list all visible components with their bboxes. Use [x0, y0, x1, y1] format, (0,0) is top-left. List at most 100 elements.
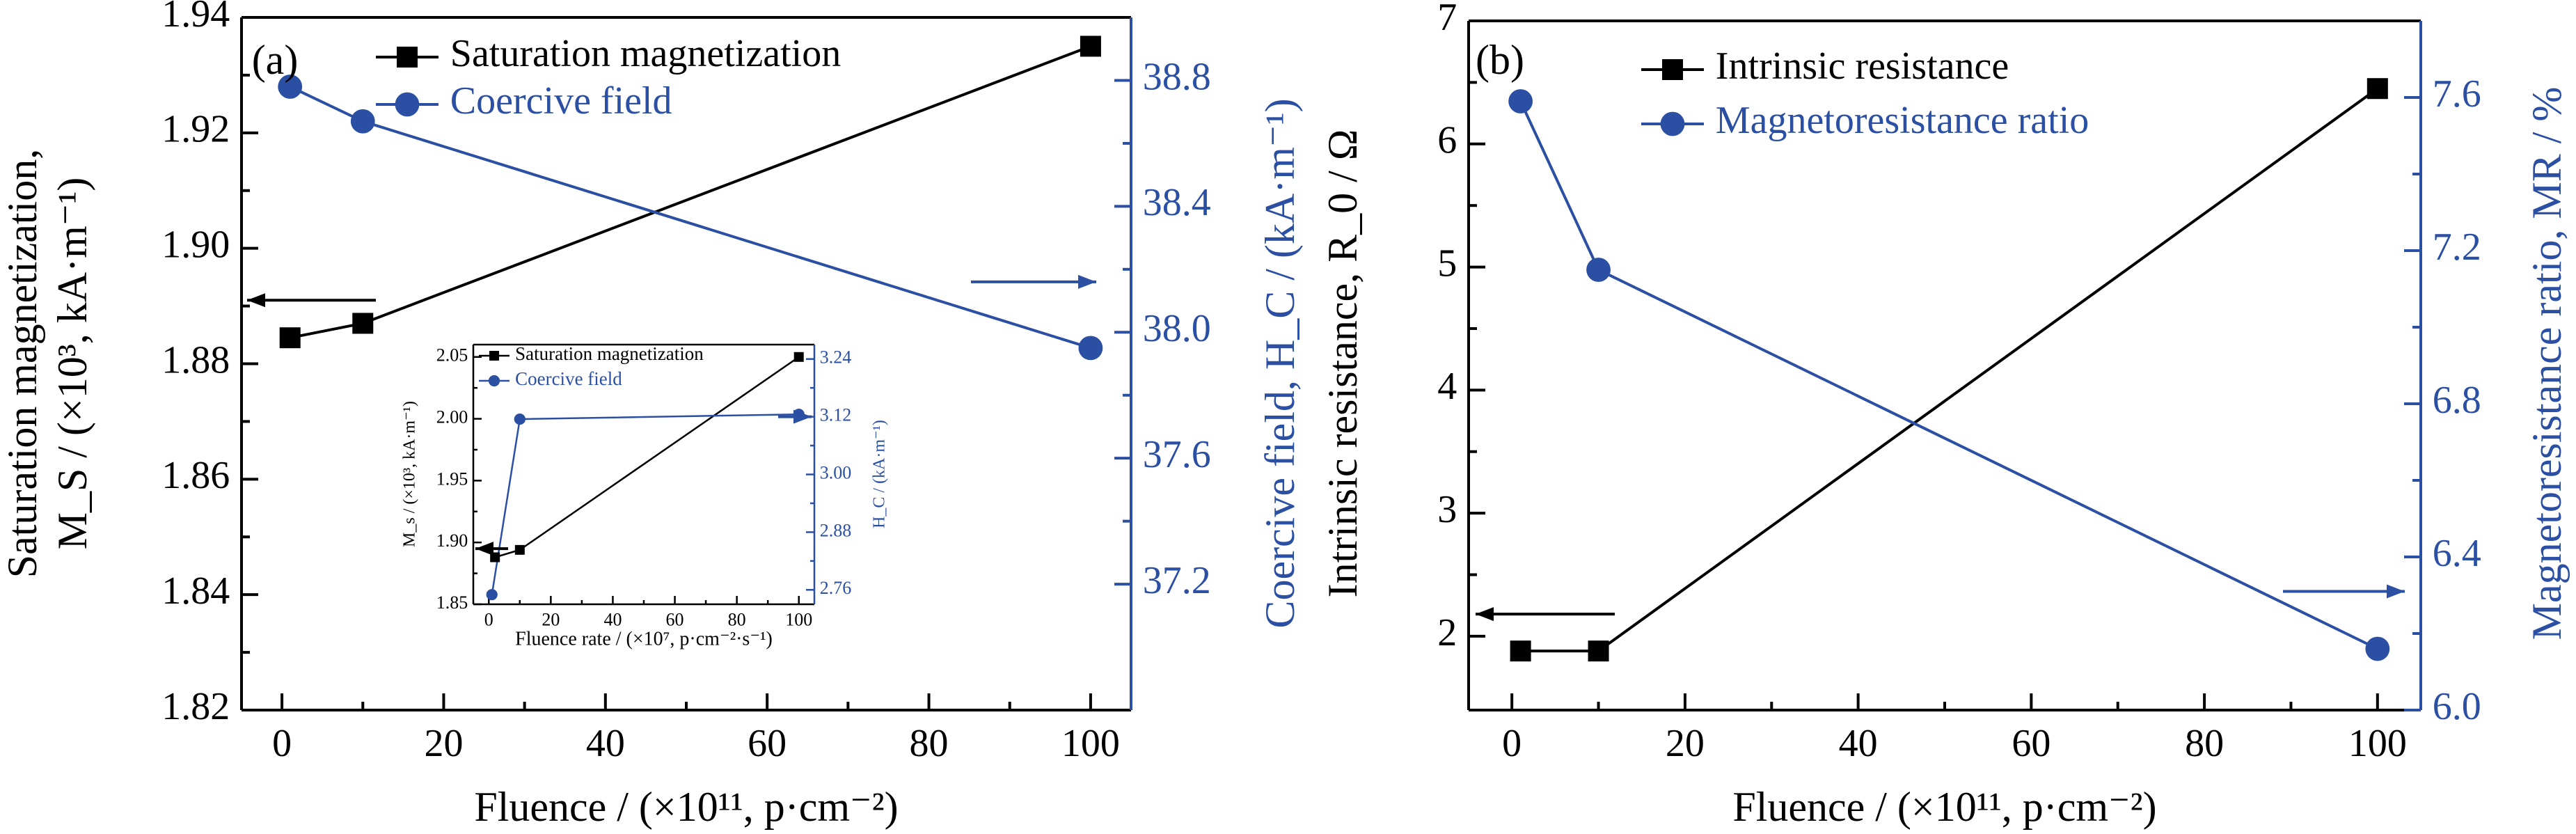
- right-axis-arrow-head: [793, 409, 812, 424]
- y-left-tick-label: 5: [1437, 242, 1457, 285]
- legend-left-marker: [489, 351, 499, 361]
- right-axis-arrow-head: [2387, 584, 2405, 599]
- series-right-line: [491, 413, 799, 595]
- panel-b-chart: 0 20 40 60 80 100 2 3 4 5 6 7 6.0 6.4 6.8 7.2 7.6 Intrins…: [1320, 0, 2570, 830]
- legend-label-left: Saturation magnetization: [515, 343, 704, 364]
- series-left-marker: [793, 352, 804, 362]
- series-left-line: [290, 45, 1091, 340]
- y-left-tick-label: 2: [1437, 611, 1457, 654]
- right-axis-arrow-head: [1078, 274, 1096, 289]
- y-left-tick-label: 1.90: [161, 223, 230, 267]
- series-right-marker: [1078, 336, 1103, 361]
- x-tick-label: 0: [1502, 722, 1522, 765]
- y-right-tick-label: 38.4: [1143, 181, 1211, 224]
- series-right-marker: [486, 589, 498, 601]
- series-left-marker: [352, 313, 374, 334]
- y-right-tick-label: 3.24: [820, 347, 852, 368]
- y-left-tick-label: 3: [1437, 488, 1457, 531]
- panel-a-inset-chart: 0 20 40 60 80 100 1.85 1.90 1.95 2.00 2.05 2.76 2.88…: [401, 343, 889, 650]
- x-tick-label: 20: [1666, 722, 1705, 765]
- left-axis-arrow-head: [475, 542, 493, 556]
- y-left-tick-label: 7: [1437, 0, 1457, 39]
- y-right-tick-label: 37.2: [1143, 559, 1211, 602]
- legend-label-right: Coercive field: [515, 368, 622, 389]
- x-axis-label: Fluence rate / (×10⁷, p·cm⁻²·s⁻¹): [515, 628, 773, 650]
- legend-label-right: Magnetoresistance ratio: [1716, 99, 2089, 142]
- y-left-tick-label: 1.92: [161, 108, 230, 151]
- y-left-tick-label: 1.84: [161, 569, 230, 613]
- series-left-marker: [1080, 36, 1101, 57]
- series-right-line: [289, 85, 1091, 349]
- x-tick-label: 40: [603, 610, 622, 630]
- y-right-axis-label: Coercive field, H_C / (kA·m⁻¹): [1257, 98, 1303, 628]
- y-left-axis-label: Intrinsic resistance, R_0 / Ω: [1320, 129, 1366, 598]
- x-tick-label: 0: [484, 610, 493, 630]
- x-tick-label: 60: [2012, 722, 2050, 765]
- legend-right-marker: [1660, 111, 1685, 136]
- series-left-marker: [514, 544, 525, 555]
- y-left-tick-label: 1.90: [436, 530, 468, 551]
- y-right-tick-label: 38.0: [1143, 307, 1211, 350]
- y-left-tick-label: 4: [1437, 365, 1457, 408]
- y-left-axis-label-line1: Saturation magnetization,: [0, 149, 45, 579]
- legend-right-marker: [395, 92, 420, 117]
- x-tick-label: 100: [785, 610, 812, 630]
- series-right-marker: [1586, 258, 1611, 282]
- y-left-tick-label: 1.88: [161, 338, 230, 381]
- y-left-tick-label: 1.85: [436, 592, 468, 613]
- y-right-tick-label: 38.8: [1143, 55, 1211, 98]
- y-right-tick-label: 3.00: [820, 462, 852, 482]
- x-tick-label: 80: [728, 610, 746, 630]
- x-tick-label: 40: [1839, 722, 1878, 765]
- y-left-tick-label: 1.86: [161, 454, 230, 497]
- series-right-marker: [350, 109, 375, 134]
- x-axis-label: Fluence / (×10¹¹, p·cm⁻²): [1732, 784, 2156, 830]
- x-tick-label: 20: [424, 722, 463, 765]
- y-left-tick-label: 2.05: [436, 345, 468, 365]
- series-left-marker: [1510, 640, 1531, 662]
- series-right-marker: [2365, 636, 2390, 661]
- series-left-marker: [1588, 640, 1609, 662]
- inset-y-left-axis-label: M_s / (×10³, kA·m⁻¹): [401, 401, 419, 547]
- legend-label-right: Coercive field: [450, 79, 672, 123]
- legend-label-left: Saturation magnetization: [450, 32, 841, 75]
- y-right-tick-label: 6.8: [2433, 379, 2481, 422]
- series-right-marker: [1508, 89, 1533, 113]
- x-tick-label: 0: [272, 722, 292, 765]
- y-left-tick-label: 1.95: [436, 469, 468, 489]
- left-axis-arrow-head: [1476, 607, 1494, 622]
- left-axis-arrow-head: [247, 293, 265, 308]
- series-left-marker: [279, 327, 301, 349]
- panel-label: (b): [1476, 37, 1524, 83]
- panel-a-chart: 0 20 40 60 80 100 1.82 1.84 1.86 1.88 1.90 1.92 1.94…: [0, 0, 1303, 830]
- x-tick-label: 80: [910, 722, 949, 765]
- y-right-axis-label: Magnetoresistance ratio, MR / %: [2524, 87, 2570, 640]
- y-right-tick-label: 3.12: [820, 405, 852, 425]
- x-axis-label: Fluence / (×10¹¹, p·cm⁻²): [474, 784, 898, 830]
- series-right-marker: [278, 74, 303, 99]
- y-left-tick-label: 2.00: [436, 407, 468, 427]
- y-right-tick-label: 2.88: [820, 520, 852, 540]
- inset-y-right-axis-label: H_C / (kA·m⁻¹): [871, 420, 889, 528]
- x-tick-label: 60: [748, 722, 787, 765]
- y-right-tick-label: 6.4: [2433, 532, 2481, 575]
- x-tick-label: 40: [586, 722, 625, 765]
- y-left-tick-label: 6: [1437, 119, 1457, 162]
- y-right-tick-label: 2.76: [820, 578, 852, 598]
- y-left-tick-label: 1.94: [161, 0, 230, 36]
- y-right-tick-label: 37.6: [1143, 433, 1211, 476]
- y-right-tick-label: 7.6: [2433, 72, 2481, 116]
- legend-label-left: Intrinsic resistance: [1716, 45, 2009, 88]
- y-left-axis-label-line2: M_S / (×10³, kA·m⁻¹): [49, 178, 95, 550]
- x-tick-label: 100: [1061, 722, 1120, 765]
- legend-left-marker: [1662, 59, 1683, 80]
- y-right-tick-label: 6.0: [2433, 685, 2481, 728]
- series-right-marker: [514, 413, 526, 425]
- x-tick-label: 20: [542, 610, 560, 630]
- series-left-marker: [2366, 78, 2388, 100]
- series-right-line: [1519, 100, 2378, 650]
- x-tick-label: 100: [2348, 722, 2407, 765]
- y-right-tick-label: 7.2: [2433, 226, 2481, 269]
- panel-label: (a): [252, 37, 299, 83]
- y-left-tick-label: 1.82: [161, 685, 230, 728]
